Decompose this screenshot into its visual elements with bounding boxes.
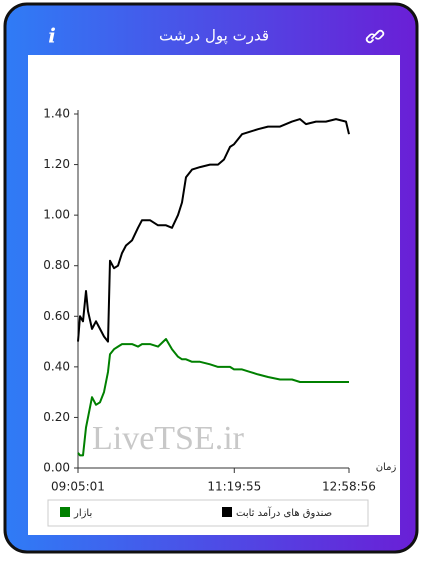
y-tick-label: 0.20 <box>43 410 70 424</box>
x-tick-label: 12:58:56 <box>322 480 376 494</box>
series-line <box>77 118 350 343</box>
legend <box>47 499 369 527</box>
y-tick-label: 0.60 <box>43 309 70 323</box>
y-tick-label: 1.40 <box>43 107 70 121</box>
link-icon[interactable] <box>365 29 385 44</box>
legend-swatch <box>222 507 232 517</box>
y-tick-label: 1.00 <box>43 208 70 222</box>
series-line <box>77 338 349 457</box>
legend-label: صندوق های درآمد ثابت <box>236 506 332 519</box>
y-tick-label: 0.00 <box>43 461 70 475</box>
watermark: LiveTSE.ir <box>92 420 245 457</box>
y-tick-label: 1.20 <box>43 157 70 171</box>
info-icon[interactable]: i <box>48 24 56 48</box>
legend-label: بازار <box>73 508 92 519</box>
panel <box>28 55 400 535</box>
x-tick-label: 11:19:55 <box>207 480 261 494</box>
widget-title: قدرت پول درشت <box>159 27 269 46</box>
x-axis-label: زمان <box>376 462 397 473</box>
legend-swatch <box>60 507 70 517</box>
x-tick-label: 09:05:01 <box>51 480 105 494</box>
y-tick-label: 0.80 <box>43 258 70 272</box>
y-tick-label: 0.40 <box>43 359 70 373</box>
